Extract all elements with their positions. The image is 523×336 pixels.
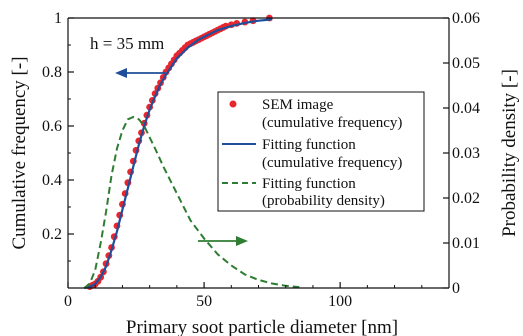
- legend-fit-cumulative-label: Fitting function: [262, 137, 356, 153]
- height-annotation: h = 35 mm: [90, 34, 164, 53]
- legend-sem-marker: [229, 100, 237, 108]
- x-tick-label: 100: [328, 293, 352, 310]
- right-y-tick-label: 0.06: [452, 10, 480, 27]
- right-axis-arrowhead: [236, 236, 248, 246]
- left-y-tick-label: 0.6: [42, 118, 62, 135]
- legend-sem-label: SEM image: [262, 97, 334, 113]
- right-y-tick-label: 0.01: [452, 235, 480, 252]
- fit-cumulative-line: [84, 18, 273, 290]
- right-y-tick-label: 0: [452, 280, 460, 297]
- legend-fit-cumulative-sublabel: (cumulative frequency): [262, 155, 402, 171]
- legend-fit-density-sublabel: (probability density): [262, 193, 385, 209]
- left-y-tick-label: 0.4: [42, 172, 62, 189]
- legend-sem-sublabel: (cumulative frequency): [262, 115, 402, 131]
- left-y-axis-label: Cumulative frequency [-]: [9, 56, 30, 249]
- right-y-tick-label: 0.05: [452, 55, 480, 72]
- left-y-tick-label: 1: [54, 10, 62, 27]
- right-y-tick-label: 0.04: [452, 100, 480, 117]
- legend: SEM image (cumulative frequency) Fitting…: [217, 91, 425, 212]
- right-y-tick-label: 0.02: [452, 190, 480, 207]
- left-y-tick-label: 0.8: [42, 64, 62, 81]
- left-axis-arrowhead: [115, 68, 127, 78]
- legend-box: [217, 91, 425, 212]
- right-y-tick-label: 0.03: [452, 145, 480, 162]
- x-axis-label: Primary soot particle diameter [nm]: [126, 317, 398, 336]
- x-tick-label: 0: [64, 293, 72, 310]
- fit-density-line: [83, 115, 300, 289]
- right-y-axis-label: Probability density [-]: [499, 69, 520, 237]
- x-tick-label: 50: [196, 293, 212, 310]
- legend-fit-density-label: Fitting function: [262, 176, 356, 192]
- left-y-tick-label: 0.2: [42, 226, 62, 243]
